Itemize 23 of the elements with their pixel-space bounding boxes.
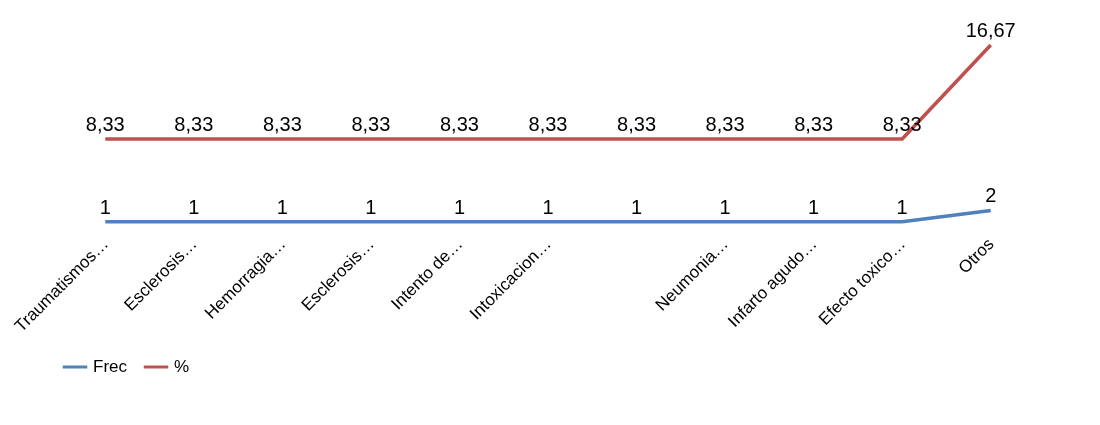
data-label: 8,33 — [617, 113, 657, 136]
data-label: 8,33 — [705, 113, 745, 136]
legend-label: % — [174, 357, 190, 376]
data-label: 8,33 — [794, 113, 834, 136]
data-label: 8,33 — [439, 113, 479, 136]
data-label: 1 — [453, 195, 466, 218]
data-label: 1 — [719, 195, 731, 218]
data-label: 8,33 — [528, 113, 568, 136]
data-label: 1 — [365, 195, 377, 218]
data-label: 1 — [99, 195, 111, 218]
data-label: 8,33 — [262, 113, 302, 136]
data-label: 8,33 — [174, 113, 214, 136]
data-label: 1 — [896, 195, 908, 218]
data-label: 1 — [188, 195, 200, 218]
data-label: 8,33 — [351, 113, 391, 136]
data-label: 1 — [630, 195, 643, 218]
data-label: 2 — [985, 184, 997, 207]
legend-label: Frec — [93, 357, 128, 376]
data-label: 1 — [808, 195, 820, 218]
data-label: 1 — [276, 195, 288, 218]
data-label: 16,67 — [965, 19, 1016, 41]
data-label: 8,33 — [85, 113, 125, 136]
data-label: 1 — [542, 195, 554, 218]
